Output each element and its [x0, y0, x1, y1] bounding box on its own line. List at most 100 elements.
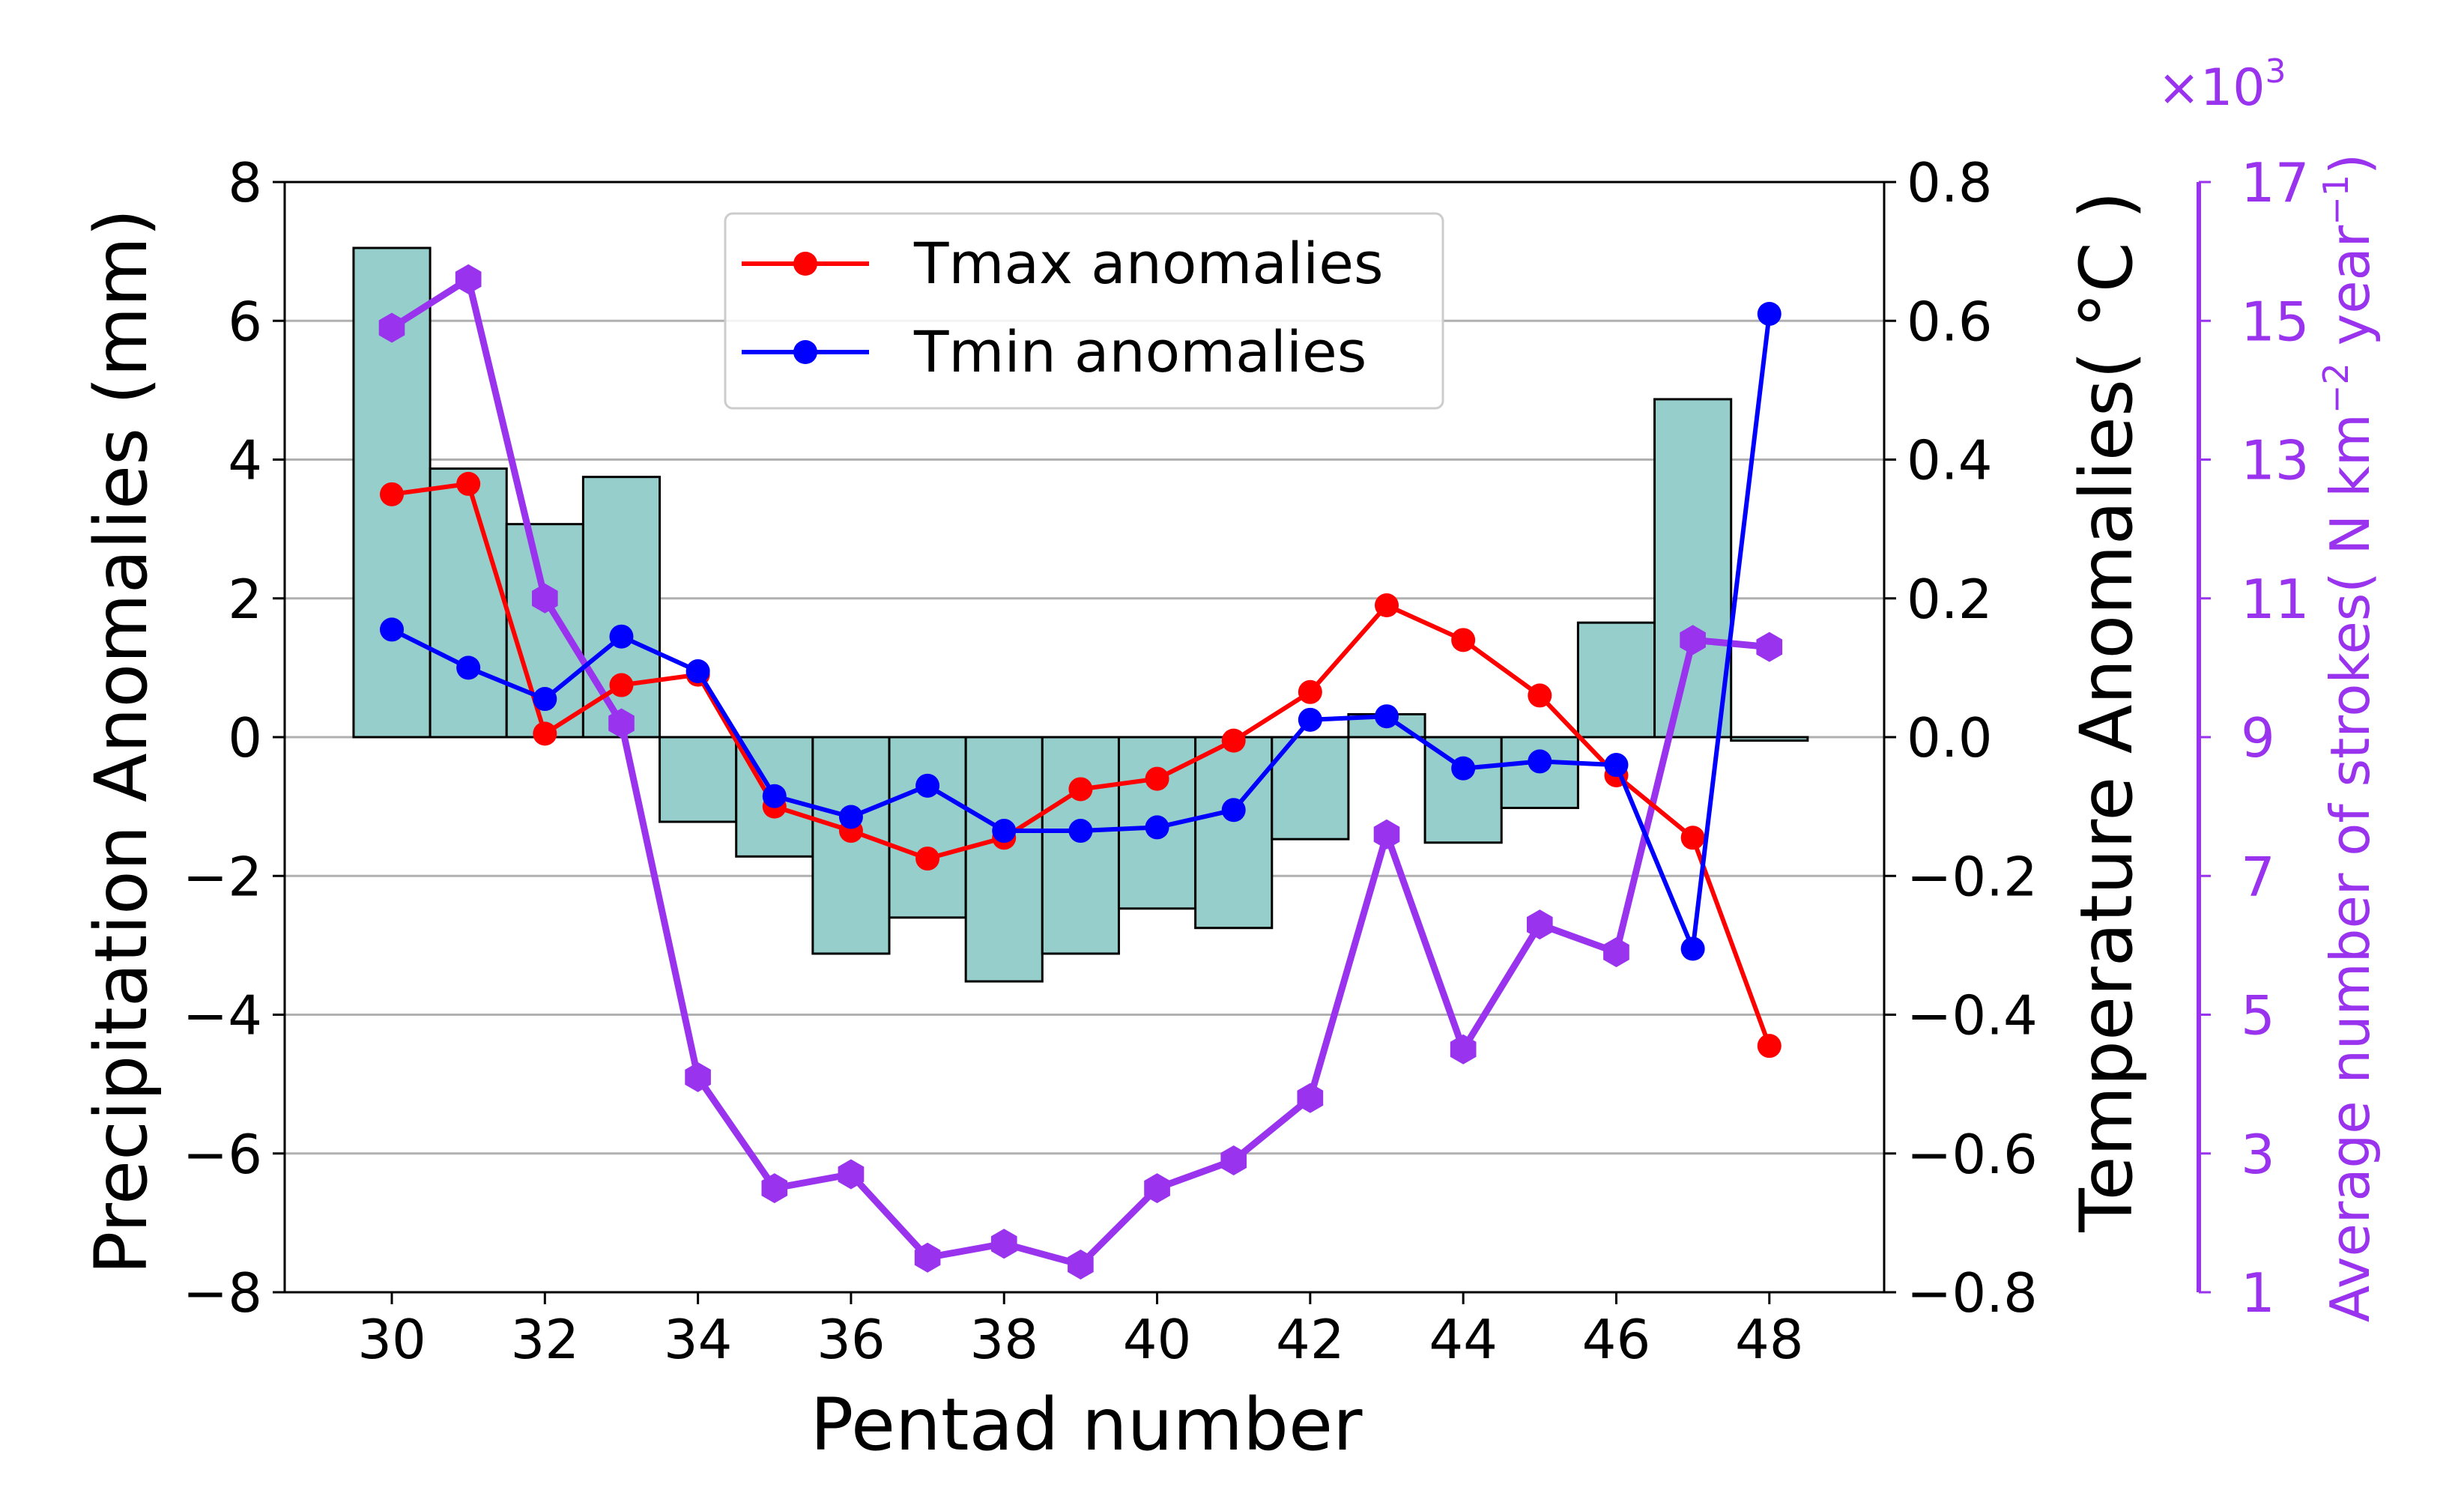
tmin-point: [762, 784, 787, 808]
far-right-tick-label: 13: [2241, 429, 2310, 492]
tmin-point: [456, 655, 481, 680]
left-axis-title: Precipitation Anomalies (mm): [79, 208, 163, 1274]
strokes-point: [1756, 632, 1783, 662]
tmin-point: [1680, 936, 1705, 961]
strokes-point: [1220, 1145, 1247, 1175]
tmin-point: [1068, 819, 1093, 844]
tmax-point: [1528, 683, 1552, 708]
tmax-point: [915, 847, 940, 871]
x-tick-label: 48: [1735, 1308, 1804, 1371]
tmin-point: [1145, 815, 1169, 840]
left-tick-label: 4: [228, 429, 262, 492]
legend-label-tmin: Tmin anomalies: [913, 318, 1366, 385]
strokes-point: [1144, 1173, 1170, 1204]
tmin-point: [1298, 707, 1322, 732]
tmin-point: [380, 617, 405, 642]
tmax-point: [1298, 679, 1322, 704]
x-tick-label: 32: [511, 1308, 580, 1371]
x-tick-label: 40: [1123, 1308, 1192, 1371]
right-tick-label: 0.0: [1907, 706, 1993, 769]
tmin-point: [1221, 798, 1246, 823]
right-tick-label: 0.4: [1907, 429, 1993, 492]
tmin-point: [1375, 704, 1399, 729]
tmax-point: [1145, 766, 1169, 791]
left-tick-label: 0: [228, 706, 262, 769]
precip-bar: [1194, 736, 1274, 930]
legend-frame: [724, 212, 1444, 410]
x-tick-label: 46: [1582, 1308, 1651, 1371]
strokes-point: [838, 1159, 865, 1190]
precip-bar: [964, 736, 1044, 983]
precip-bar: [811, 736, 891, 955]
strokes-point: [532, 583, 558, 614]
strokes-point: [1297, 1082, 1324, 1113]
x-axis-title: Pentad number: [811, 1383, 1363, 1467]
strokes-unit-open: ( N km: [2319, 414, 2382, 593]
multiplier-base: ×10: [2158, 58, 2265, 118]
left-tick-label: −8: [183, 1262, 262, 1324]
precip-bar: [1423, 736, 1503, 844]
left-tick-label: −6: [183, 1123, 262, 1186]
tmax-point: [456, 471, 481, 496]
tmin-point: [838, 805, 863, 829]
strokes-point: [761, 1173, 788, 1204]
x-tick-label: 36: [817, 1308, 886, 1371]
tmax-point: [1221, 728, 1246, 753]
tmax-point: [380, 482, 405, 506]
tmin-point: [1604, 753, 1629, 778]
strokes-unit-mid: year: [2319, 225, 2382, 363]
right-tick-label: 0.2: [1907, 568, 1993, 631]
strokes-unit-sup1: −2: [2316, 363, 2356, 414]
strokes-point: [1373, 819, 1400, 850]
right-tick-label: −0.4: [1907, 984, 2038, 1047]
right-tick-label: 0.8: [1907, 151, 1993, 214]
strokes-point: [1603, 937, 1629, 968]
tmin-point: [992, 819, 1017, 844]
strokes-point: [685, 1062, 711, 1092]
multiplier-exponent: 3: [2265, 52, 2286, 91]
far-right-tick-label: 11: [2241, 568, 2310, 631]
strokes-point: [1527, 909, 1553, 940]
right-tick-label: −0.8: [1907, 1262, 2038, 1324]
far-right-tick-label: 7: [2241, 845, 2275, 908]
tmax-point: [533, 721, 557, 746]
tmax-point: [609, 673, 634, 697]
strokes-unit-sup2: −1: [2316, 175, 2356, 225]
strokes-unit-close: ): [2319, 154, 2382, 175]
tmin-point: [685, 659, 710, 684]
strokes-point: [455, 264, 482, 294]
precip-bar: [429, 467, 508, 739]
left-tick-label: 8: [228, 151, 262, 214]
far-right-axis-multiplier: ×103: [2158, 52, 2286, 118]
left-tick-label: 6: [228, 290, 262, 353]
precip-bar: [659, 736, 738, 823]
x-tick-label: 38: [969, 1308, 1038, 1371]
axes: 30 32 34 36 38 40 42 44 46 48−8−6−4−202468−0.8−0.…: [183, 151, 2310, 1371]
far-right-tick-label: 15: [2241, 290, 2310, 353]
precip-bar: [888, 736, 967, 919]
tmax-point: [1068, 777, 1093, 802]
left-tick-label: −4: [183, 984, 262, 1047]
legend-label-tmax: Tmax anomalies: [913, 230, 1384, 297]
right-tick-label: −0.2: [1907, 845, 2038, 908]
data-lines: [378, 264, 1783, 1280]
x-tick-label: 42: [1276, 1308, 1345, 1371]
tmin-point: [609, 624, 634, 649]
x-tick-label: 34: [664, 1308, 733, 1371]
strokes-point: [1680, 625, 1706, 655]
tmin-point: [533, 687, 557, 712]
strokes-point: [378, 312, 405, 343]
precip-bar: [1653, 398, 1733, 739]
legend-marker-tmin: [793, 340, 817, 364]
legend-marker-tmax: [793, 252, 817, 276]
tmin-point: [1528, 749, 1552, 774]
legend: Tmax anomalies Tmin anomalies: [724, 212, 1444, 410]
tmin-point: [1451, 756, 1476, 781]
tmax-point: [1680, 826, 1705, 850]
far-right-tick-label: 5: [2241, 984, 2275, 1047]
precip-bar: [581, 476, 662, 739]
x-tick-label: 44: [1429, 1308, 1498, 1371]
tmax-point: [1375, 593, 1399, 618]
tmax-point: [1451, 628, 1476, 652]
right-tick-label: −0.6: [1907, 1123, 2038, 1186]
